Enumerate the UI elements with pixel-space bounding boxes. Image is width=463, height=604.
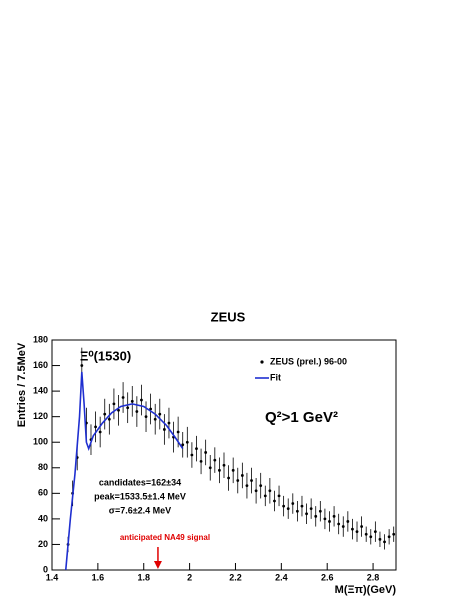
data-point: [162, 428, 166, 431]
y-tick-label: 120: [33, 411, 48, 421]
fit-curve: [64, 371, 184, 571]
x-tick-label: 2.8: [367, 572, 380, 582]
q2-label: Q²>1 GeV²: [265, 409, 338, 426]
y-tick-label: 0: [43, 564, 48, 574]
data-point: [250, 479, 253, 482]
chart-title: ZEUS: [211, 309, 246, 324]
data-point: [314, 514, 318, 518]
data-point: [135, 410, 139, 413]
data-point: [245, 484, 249, 488]
data-point: [332, 514, 336, 518]
x-tick-label: 2.4: [275, 572, 288, 582]
data-point: [185, 440, 189, 444]
data-point: [378, 537, 382, 541]
data-point: [121, 396, 125, 399]
data-point: [282, 504, 286, 508]
y-tick-label: 20: [38, 539, 48, 549]
data-point: [295, 509, 299, 513]
data-point: [112, 402, 116, 406]
data-point: [80, 364, 84, 367]
data-point: [364, 532, 368, 536]
data-point: [199, 459, 203, 463]
data-point: [286, 507, 290, 511]
plot-frame: [51, 339, 397, 571]
data-point: [355, 530, 359, 534]
fit-result: candidates=162±34: [99, 477, 181, 487]
data-point: [213, 458, 217, 462]
data-point: [144, 415, 148, 419]
data-point: [323, 517, 327, 521]
data-point: [240, 474, 244, 477]
data-point: [98, 430, 102, 434]
y-tick-label: 80: [38, 462, 48, 472]
data-point: [337, 522, 341, 526]
data-point: [208, 466, 212, 470]
data-point: [309, 507, 313, 511]
data-point: [346, 520, 350, 523]
data-point: [204, 451, 208, 454]
data-point: [369, 535, 373, 539]
legend-label: ZEUS (prel.) 96-00: [270, 356, 347, 366]
data-point: [300, 504, 304, 508]
data-point: [117, 408, 120, 412]
data-point: [158, 412, 162, 416]
x-tick-label: 1.6: [92, 572, 105, 582]
data-point: [103, 412, 107, 416]
data-point: [328, 520, 331, 523]
data-point: [254, 489, 258, 493]
y-tick-label: 180: [33, 334, 48, 344]
data-point: [227, 476, 230, 480]
data-point: [263, 494, 267, 498]
y-tick-label: 140: [33, 385, 48, 395]
x-axis-label: M(Ξπ)(GeV): [335, 584, 397, 596]
data-point: [360, 525, 363, 528]
data-point: [176, 430, 180, 434]
data-point: [107, 417, 111, 421]
data-point: [153, 417, 157, 421]
data-point: [190, 453, 194, 457]
data-point: [231, 468, 235, 472]
data-point: [126, 406, 130, 410]
data-point: [392, 532, 396, 536]
y-axis-label: Entries / 7.5MeV: [16, 342, 28, 427]
data-point: [268, 489, 272, 493]
x-tick-label: 1.4: [46, 572, 59, 582]
data-point: [167, 421, 171, 425]
data-point: [218, 468, 221, 472]
fit-result: peak=1533.5±1.4 MeV: [94, 491, 186, 501]
y-tick-label: 100: [33, 437, 48, 447]
signal-arrowhead: [153, 561, 162, 569]
data-point: [305, 512, 308, 516]
data-point: [291, 502, 295, 505]
data-point: [373, 530, 377, 534]
x-tick-label: 2: [187, 572, 192, 582]
data-point: [259, 484, 263, 488]
data-point: [130, 399, 134, 403]
peak-label: Ξ⁰(1530): [80, 348, 131, 363]
data-point: [181, 443, 185, 447]
data-point: [236, 479, 240, 482]
data-point: [341, 525, 345, 528]
legend-label: Fit: [270, 372, 281, 382]
y-tick-label: 160: [33, 360, 48, 370]
data-point: [94, 425, 97, 429]
signal-label: anticipated NA49 signal: [120, 533, 210, 542]
y-tick-label: 40: [38, 513, 48, 523]
data-point: [222, 463, 226, 467]
data-point: [383, 540, 386, 544]
data-point: [351, 527, 354, 531]
x-tick-label: 1.8: [137, 572, 150, 582]
legend-marker: [260, 360, 264, 364]
data-point: [273, 499, 276, 503]
data-point: [318, 509, 322, 513]
y-tick-label: 60: [38, 488, 48, 498]
data-point: [277, 494, 281, 498]
x-tick-label: 2.6: [321, 572, 334, 582]
data-point: [387, 535, 391, 539]
data-point: [140, 398, 143, 402]
x-tick-label: 2.2: [229, 572, 242, 582]
data-point: [195, 447, 198, 451]
fit-result: σ=7.6±2.4 MeV: [109, 505, 171, 515]
